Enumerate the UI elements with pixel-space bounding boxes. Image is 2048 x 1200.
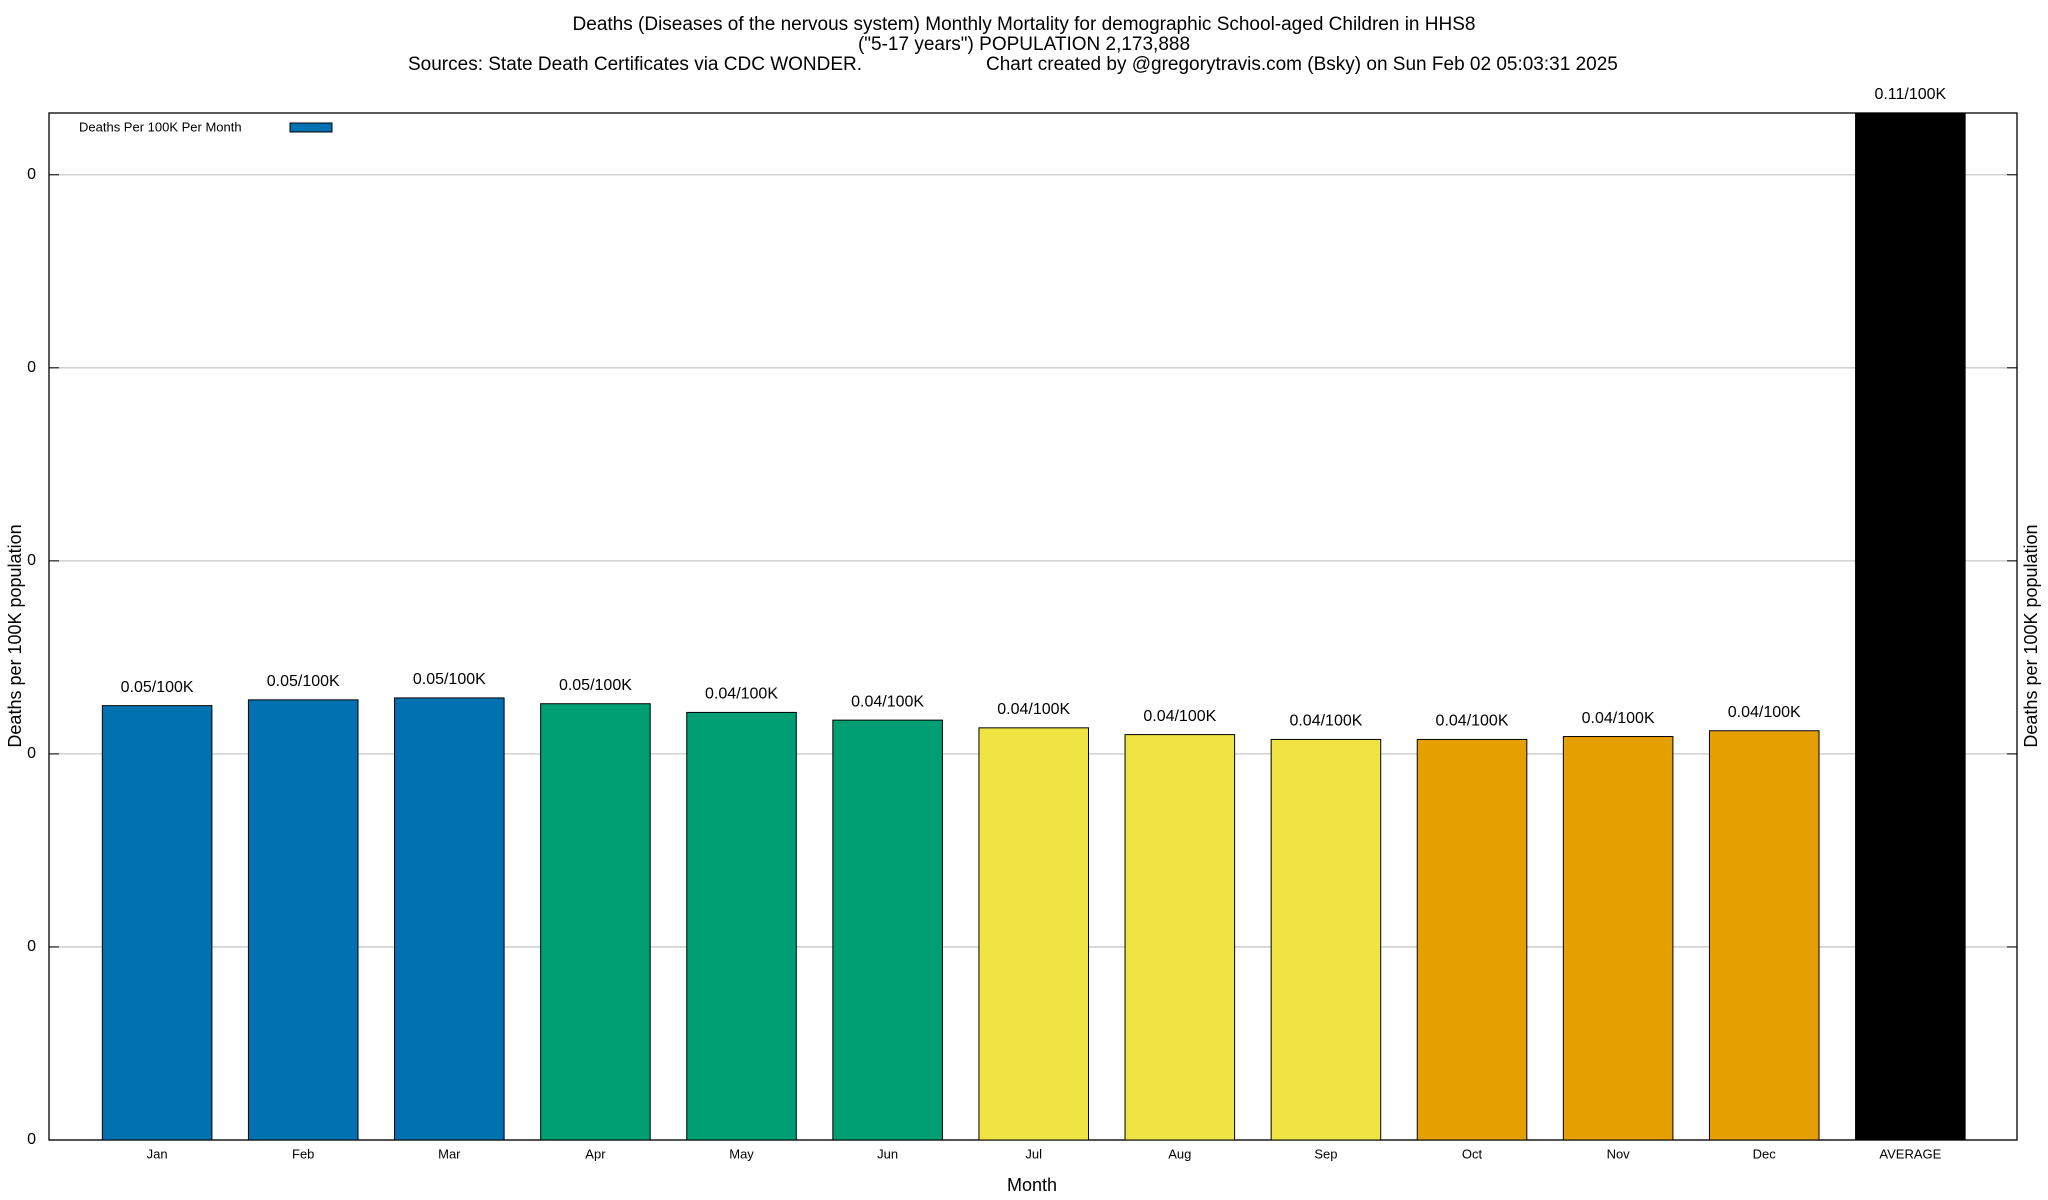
x-tick-label: May bbox=[729, 1146, 754, 1161]
data-label: 0.04/100K bbox=[1728, 704, 1801, 721]
data-label: 0.04/100K bbox=[997, 701, 1070, 718]
bar bbox=[394, 697, 505, 1140]
data-label: 0.04/100K bbox=[1436, 713, 1509, 730]
data-label: 0.04/100K bbox=[1143, 708, 1216, 725]
x-tick-label: Jul bbox=[1025, 1146, 1042, 1161]
bar bbox=[1708, 730, 1820, 1140]
bar bbox=[1270, 738, 1382, 1140]
x-tick-label: Aug bbox=[1168, 1146, 1191, 1161]
chart-title: Deaths (Diseases of the nervous system) … bbox=[573, 14, 1476, 35]
bar bbox=[1416, 738, 1528, 1140]
y-tick-label: 0 bbox=[27, 745, 36, 762]
bar bbox=[1124, 734, 1236, 1140]
data-label: 0.11/100K bbox=[1874, 86, 1946, 103]
data-label: 0.04/100K bbox=[851, 693, 924, 710]
y-axis-label: Deaths per 100K population bbox=[5, 524, 25, 747]
data-label: 0.04/100K bbox=[1289, 713, 1362, 730]
bar bbox=[1562, 736, 1674, 1140]
legend-swatch bbox=[289, 122, 333, 133]
y-tick-label: 0 bbox=[27, 1131, 36, 1148]
x-tick-label: Feb bbox=[292, 1146, 314, 1161]
bars bbox=[101, 113, 1966, 1140]
x-tick-label: AVERAGE bbox=[1879, 1146, 1941, 1161]
x-tick-label: Nov bbox=[1607, 1146, 1631, 1161]
bar bbox=[978, 727, 1090, 1140]
data-label: 0.05/100K bbox=[267, 673, 340, 690]
bar bbox=[540, 703, 651, 1140]
x-tick-label: Jan bbox=[147, 1146, 168, 1161]
x-tick-label: Sep bbox=[1314, 1146, 1337, 1161]
x-tick-label: Oct bbox=[1462, 1146, 1483, 1161]
data-label: 0.05/100K bbox=[413, 671, 486, 688]
y-tick-label: 0 bbox=[27, 359, 36, 376]
y-tick-label: 0 bbox=[27, 552, 36, 569]
bar bbox=[101, 705, 213, 1140]
data-label: 0.04/100K bbox=[705, 686, 778, 703]
y-tick-label: 0 bbox=[27, 166, 36, 183]
x-tick-label: Jun bbox=[877, 1146, 898, 1161]
bar bbox=[832, 719, 943, 1140]
data-label: 0.05/100K bbox=[121, 679, 194, 696]
x-tick-label: Dec bbox=[1753, 1146, 1777, 1161]
x-axis-label: Month bbox=[1007, 1175, 1057, 1195]
x-tick-label: Apr bbox=[585, 1146, 606, 1161]
x-tick-label: Mar bbox=[438, 1146, 461, 1161]
data-label: 0.05/100K bbox=[559, 677, 632, 694]
legend-label: Deaths Per 100K Per Month bbox=[79, 119, 242, 134]
chart-subtitle: ("5-17 years") POPULATION 2,173,888 bbox=[858, 34, 1190, 55]
bar bbox=[686, 711, 797, 1140]
bar bbox=[1855, 113, 1966, 1140]
chart-credit: Chart created by @gregorytravis.com (Bsk… bbox=[986, 54, 1618, 75]
y-tick-label: 0 bbox=[27, 938, 36, 955]
bar bbox=[247, 699, 359, 1140]
data-label: 0.04/100K bbox=[1582, 710, 1655, 727]
y-axis-label-right: Deaths per 100K population bbox=[2021, 524, 2041, 747]
chart-source: Sources: State Death Certificates via CD… bbox=[408, 54, 862, 75]
